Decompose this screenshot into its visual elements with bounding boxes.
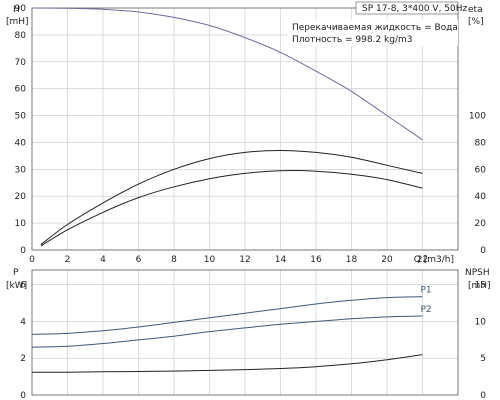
left-tick-label: 40 (15, 138, 27, 148)
right-tick-label: 100 (469, 112, 486, 122)
right-tick-label: 20 (475, 219, 487, 229)
x-tick-label: 16 (310, 255, 322, 265)
p-axis-label: P (13, 268, 19, 278)
x-tick-labels: 0 2 4 6 8 10 12 14 16 18 20 22 (29, 255, 428, 265)
left-tick-label: 50 (15, 112, 27, 122)
left-tick-label: 30 (15, 165, 27, 175)
left-tick-labels-top: 0 10 20 30 40 50 60 70 80 90 (15, 4, 27, 256)
x-tick-label: 22 (417, 255, 428, 265)
plot-frame-top (31, 7, 459, 251)
grid-bottom (32, 270, 458, 395)
series-bottom: P1 P2 (31, 286, 432, 373)
annotation-box (288, 20, 458, 46)
x-axis-label: Q [m3/h] (414, 255, 454, 265)
x-tick-label: 14 (275, 255, 287, 265)
x-tick-label: 6 (136, 255, 142, 265)
left-tick-label: 6 (20, 281, 26, 291)
series-line-1-2 (31, 354, 423, 373)
eta-axis-label: eta (468, 5, 483, 15)
left-tick-label: 2 (20, 354, 26, 364)
eta-axis-unit: [%] (468, 17, 484, 27)
right-tick-label: 80 (475, 138, 487, 148)
left-tick-label: 70 (15, 58, 27, 68)
left-tick-labels-bottom: 0 2 4 6 (20, 281, 26, 400)
right-tick-label: 40 (475, 192, 487, 202)
left-tick-label: 4 (20, 317, 26, 327)
h-axis-label: H (13, 5, 20, 15)
x-tick-label: 2 (65, 255, 71, 265)
left-tick-label: 90 (15, 4, 27, 14)
series-label-p2: P2 (421, 305, 432, 315)
x-tick-label: 0 (29, 255, 35, 265)
series-line-1-1 (31, 315, 423, 348)
x-tick-label: 4 (100, 255, 106, 265)
series-line-1-0 (31, 296, 423, 335)
power-npsh-panel: 0 2 4 6 0 5 10 15 P [kW] NPSH [mH] P1 P2 (6, 268, 491, 400)
density-annotation: Плотность = 998.2 kg/m3 (292, 35, 413, 45)
right-tick-label: 0 (480, 391, 486, 400)
left-tick-label: 0 (20, 246, 26, 256)
head-efficiency-panel: 0 2 4 6 8 10 12 14 16 18 20 22 0102030405060708090 … (6, 1, 486, 265)
right-tick-label: 5 (480, 354, 486, 364)
left-tick-label: 0 (20, 391, 26, 400)
x-tick-label: 12 (239, 255, 250, 265)
right-tick-label: 10 (475, 317, 487, 327)
x-tick-label: 10 (204, 255, 216, 265)
h-axis-unit: [mH] (6, 17, 29, 27)
npsh-axis-label: NPSH (465, 268, 490, 278)
x-tick-label: 8 (171, 255, 177, 265)
x-tick-label: 18 (346, 255, 358, 265)
npsh-axis-unit: [mH] (468, 281, 491, 291)
right-tick-label: 60 (475, 165, 487, 175)
series-label-p1: P1 (421, 286, 432, 296)
series-top (31, 7, 423, 247)
left-tick-label: 80 (15, 31, 27, 41)
left-tick-label: 10 (15, 219, 27, 229)
right-tick-label: 0 (480, 246, 486, 256)
title-box (355, 1, 459, 15)
plot-frame-bottom (31, 269, 459, 396)
series-line-0-1 (40, 149, 423, 245)
grid-top (32, 8, 458, 250)
series-line-0-0 (31, 7, 423, 141)
chart-title: SP 17-8, 3*400 V, 50Hz (362, 4, 468, 14)
fluid-annotation: Перекачиваемая жидкость = Вода (292, 23, 458, 33)
left-tick-label: 20 (15, 192, 27, 202)
right-tick-labels-top: 0 20 40 60 80 100 (469, 112, 486, 256)
series-line-0-2 (40, 170, 423, 247)
right-tick-labels-bottom: 0 5 10 15 (475, 281, 487, 400)
p-axis-unit: [kW] (6, 281, 27, 291)
left-tick-label: 60 (15, 85, 27, 95)
x-tick-label: 20 (381, 255, 393, 265)
right-tick-label: 15 (475, 281, 486, 291)
